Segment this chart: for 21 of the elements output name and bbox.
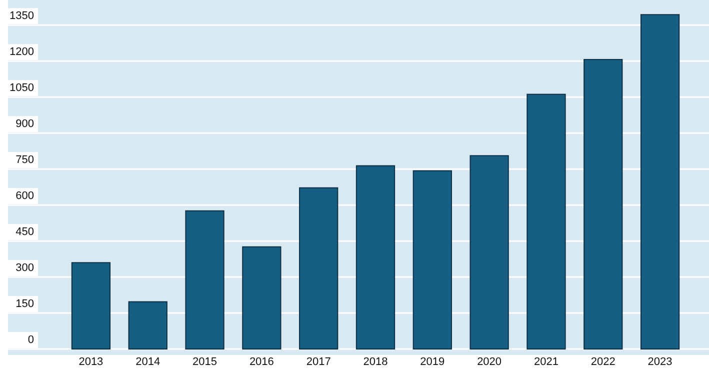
- x-tick-label: 2018: [363, 356, 388, 368]
- x-tick-label: 2015: [192, 356, 218, 368]
- x-tick-label: 2023: [648, 356, 672, 368]
- x-tick-label: 2019: [420, 356, 445, 368]
- x-tick-label: 2021: [534, 356, 558, 368]
- y-tick-label: 600: [16, 190, 34, 202]
- y-tick-label: 1200: [10, 46, 34, 58]
- x-tick-label: 2013: [78, 356, 104, 368]
- y-tick-label: 0: [28, 334, 34, 346]
- y-tick-label: 1350: [10, 10, 34, 22]
- x-tick-label: 2022: [590, 356, 616, 368]
- y-tick-label: 300: [16, 262, 34, 274]
- x-tick-label: 2017: [306, 356, 331, 368]
- y-tick-label: 900: [16, 118, 34, 130]
- y-tick-label: 150: [16, 298, 34, 310]
- x-tick-label: 2020: [477, 356, 502, 368]
- y-tick-label: 1050: [10, 82, 34, 94]
- y-tick-label: 450: [16, 226, 34, 238]
- x-tick-label: 2016: [249, 356, 274, 368]
- y-tick-label: 750: [16, 154, 34, 166]
- x-tick-label: 2014: [136, 356, 160, 368]
